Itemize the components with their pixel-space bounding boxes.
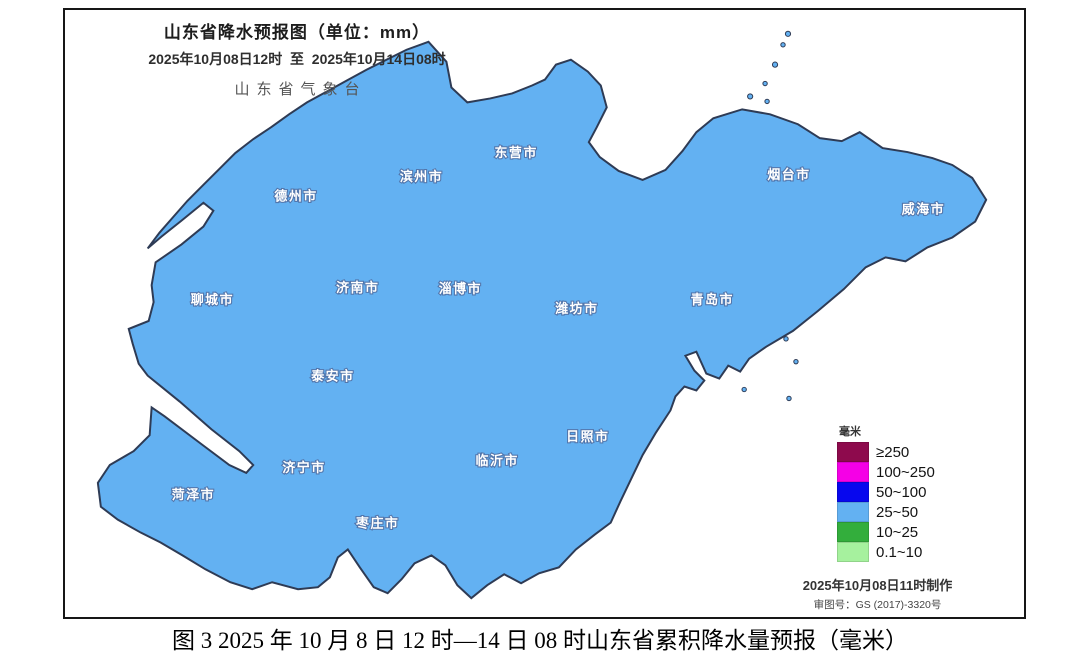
legend-title: 毫米 [839, 426, 861, 438]
city-label: 青岛市 [691, 292, 734, 307]
legend-swatch [837, 542, 869, 562]
legend-item: 0.1~10 [837, 542, 935, 562]
legend-label: 100~250 [876, 463, 935, 481]
legend-item: 10~25 [837, 522, 935, 542]
city-label: 日照市 [566, 429, 609, 444]
legend-item: ≥250 [837, 442, 935, 462]
legend-label: 10~25 [876, 523, 919, 541]
city-label: 淄博市 [439, 281, 482, 296]
city-label: 济宁市 [282, 460, 325, 475]
legend-swatch [837, 462, 869, 482]
city-label: 德州市 [274, 189, 317, 204]
city-label: 东营市 [494, 145, 537, 160]
map-frame: 德州市 滨州市 东营市烟台市威海市聊城市 济南市 淄博市潍坊市 青岛市泰安市济宁市菏泽市枣… [63, 8, 1026, 619]
legend-label: ≥250 [876, 443, 910, 461]
city-label: 菏泽市 [172, 487, 215, 502]
figure-caption: 图 3 2025 年 10 月 8 日 12 时—14 日 08 时山东省累积降… [172, 628, 908, 653]
made-at: 2025年10月08日11时制作 [802, 578, 953, 593]
agency-name: 山东省气象台 [234, 81, 367, 98]
precipitation-legend: 毫米 ≥250 100~250 50~100 25~50 10~25 0.1~10 [837, 423, 935, 562]
legend-item: 50~100 [837, 482, 935, 502]
forecast-period: 2025年10月08日12时 至 2025年10月14日08时 [148, 51, 446, 67]
legend-swatch [837, 522, 869, 542]
legend-swatch [837, 482, 869, 502]
review-number: 审图号：GS (2017)-3320号 [813, 599, 942, 611]
city-label: 聊城市 [191, 292, 234, 307]
city-label: 泰安市 [310, 369, 354, 384]
production-block: 2025年10月08日11时制作 审图号：GS (2017)-3320号 [765, 575, 990, 612]
islands [741, 30, 799, 402]
city-label: 烟台市 [767, 167, 810, 182]
legend-item: 25~50 [837, 502, 935, 522]
map-title: 山东省降水预报图（单位：mm） [163, 23, 431, 42]
city-label: 临沂市 [476, 453, 519, 468]
legend-swatch [837, 502, 869, 522]
legend-swatch [837, 442, 869, 462]
city-label: 枣庄市 [355, 516, 399, 531]
legend-label: 50~100 [876, 483, 927, 501]
city-label: 威海市 [902, 202, 945, 217]
city-label: 滨州市 [400, 169, 443, 184]
title-block: 山东省降水预报图（单位：mm） 2025年10月08日12时 至 2025年10… [77, 18, 517, 99]
city-label: 济南市 [336, 280, 379, 295]
legend-item: 100~250 [837, 462, 935, 482]
legend-label: 25~50 [876, 503, 919, 521]
legend-label: 0.1~10 [876, 543, 923, 561]
city-label: 潍坊市 [555, 301, 598, 316]
legend-rows: ≥250 100~250 50~100 25~50 10~25 0.1~10 [837, 442, 935, 562]
